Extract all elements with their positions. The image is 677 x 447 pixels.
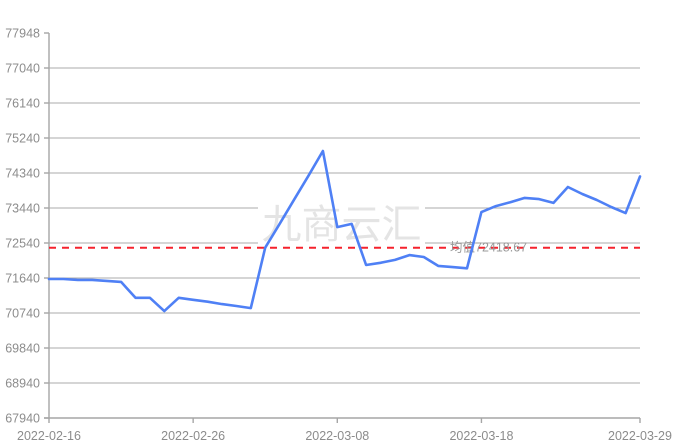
y-tick-label: 70740 xyxy=(5,307,40,321)
watermark: 九商云汇 xyxy=(258,195,425,252)
y-tick-label: 73440 xyxy=(5,202,40,216)
y-tick-label: 77040 xyxy=(5,62,40,76)
y-tick-label: 71640 xyxy=(5,272,40,286)
mean-line-label: 均值72418.67 xyxy=(450,240,527,255)
x-tick-label: 2022-03-29 xyxy=(608,429,672,443)
x-tick-label: 2022-02-26 xyxy=(161,429,225,443)
y-tick-label: 77948 xyxy=(5,27,40,41)
price-series-line xyxy=(47,149,642,313)
y-axis-labels: 77948 77040 76140 75240 74340 73440 72540 71640… xyxy=(5,27,49,426)
y-tick-label: 67940 xyxy=(5,412,40,426)
y-tick-label: 74340 xyxy=(5,167,40,181)
x-tick-label: 2022-03-08 xyxy=(305,429,369,443)
y-tick-label: 69840 xyxy=(5,342,40,356)
y-tick-label: 72540 xyxy=(5,237,40,251)
y-tick-label: 76140 xyxy=(5,97,40,111)
x-tick-label: 2022-02-16 xyxy=(17,429,81,443)
y-tick-label: 75240 xyxy=(5,132,40,146)
mean-line: 均值72418.67 xyxy=(49,240,640,255)
x-axis-labels: 2022-02-16 2022-02-26 2022-03-08 2022-03-18… xyxy=(17,418,672,443)
y-tick-label: 68940 xyxy=(5,377,40,391)
axes xyxy=(44,33,640,419)
x-tick-label: 2022-03-18 xyxy=(449,429,513,443)
